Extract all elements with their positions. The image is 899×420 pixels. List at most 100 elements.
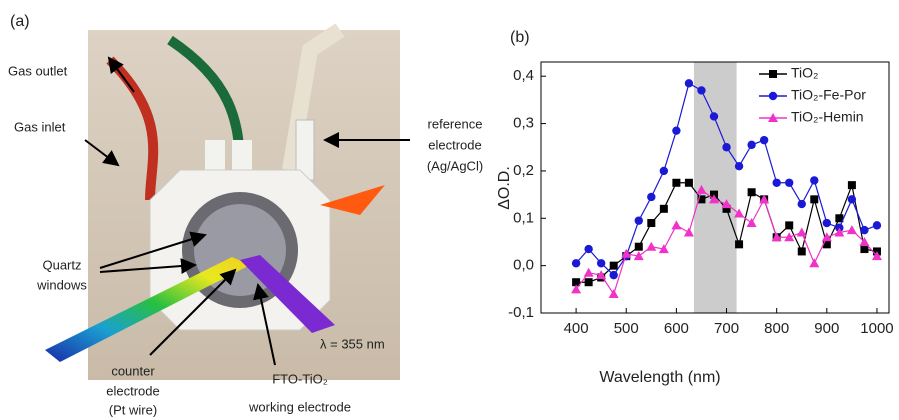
marker bbox=[621, 248, 632, 258]
annotation: (Pt wire) bbox=[109, 402, 157, 417]
marker bbox=[810, 195, 819, 204]
y-tick-label: 0,1 bbox=[513, 209, 534, 226]
marker bbox=[672, 126, 681, 135]
annotation: Quartz bbox=[42, 257, 81, 272]
marker bbox=[671, 220, 682, 230]
y-tick-label: -0,1 bbox=[508, 304, 534, 321]
marker bbox=[734, 161, 744, 171]
annotation: working electrode bbox=[248, 399, 351, 414]
annotation: Gas inlet bbox=[14, 119, 66, 134]
marker bbox=[697, 195, 706, 204]
marker bbox=[822, 240, 831, 249]
y-tick-label: 0,0 bbox=[513, 257, 534, 274]
marker bbox=[810, 176, 819, 185]
x-tick-label: 900 bbox=[814, 320, 839, 337]
x-axis-title: Wavelength (nm) bbox=[599, 369, 720, 386]
marker bbox=[633, 251, 644, 261]
x-tick-label: 600 bbox=[664, 320, 689, 337]
annotation: reference bbox=[428, 116, 483, 131]
marker bbox=[871, 251, 882, 261]
marker bbox=[659, 166, 669, 176]
legend-label: TiO₂ bbox=[791, 65, 818, 81]
marker bbox=[608, 289, 619, 299]
marker bbox=[572, 278, 581, 287]
marker bbox=[684, 178, 693, 187]
marker bbox=[658, 244, 669, 254]
panel-label: (b) bbox=[510, 29, 530, 46]
x-tick-label: 500 bbox=[614, 320, 639, 337]
x-tick-label: 800 bbox=[764, 320, 789, 337]
marker bbox=[784, 232, 795, 242]
marker bbox=[734, 208, 745, 218]
marker bbox=[771, 232, 782, 242]
photo bbox=[45, 23, 410, 380]
marker bbox=[797, 247, 806, 256]
marker bbox=[860, 245, 869, 254]
marker bbox=[596, 270, 607, 280]
y-tick-label: 0,4 bbox=[513, 67, 534, 84]
marker bbox=[772, 178, 781, 187]
marker bbox=[722, 204, 731, 213]
marker bbox=[646, 241, 657, 251]
marker bbox=[584, 244, 593, 254]
marker bbox=[747, 140, 756, 150]
marker bbox=[759, 194, 770, 204]
marker bbox=[634, 242, 643, 251]
annotation: windows bbox=[36, 277, 87, 292]
y-tick-label: 0,2 bbox=[513, 162, 534, 179]
marker bbox=[759, 135, 769, 145]
marker bbox=[785, 221, 794, 230]
marker bbox=[696, 184, 707, 194]
annotation: electrode bbox=[428, 137, 481, 152]
marker bbox=[746, 218, 757, 228]
marker bbox=[659, 204, 668, 213]
marker bbox=[822, 218, 832, 228]
marker bbox=[860, 225, 869, 235]
marker bbox=[647, 219, 656, 228]
marker bbox=[821, 232, 832, 242]
marker bbox=[583, 267, 594, 277]
marker bbox=[735, 240, 744, 249]
marker bbox=[634, 216, 643, 225]
marker bbox=[859, 236, 870, 246]
marker bbox=[846, 225, 857, 235]
legend-label: TiO₂-Fe-Por bbox=[791, 87, 866, 103]
marker bbox=[872, 221, 882, 230]
marker bbox=[785, 178, 794, 187]
panel-label: (a) bbox=[10, 13, 30, 30]
marker bbox=[835, 214, 844, 223]
marker bbox=[847, 181, 856, 190]
marker bbox=[697, 86, 706, 95]
annotation: electrode bbox=[106, 383, 159, 398]
marker bbox=[708, 194, 719, 204]
marker bbox=[683, 227, 694, 237]
annotation: λ = 355 nm bbox=[320, 336, 385, 351]
legend-label: TiO₂-Hemin bbox=[791, 109, 864, 125]
marker bbox=[797, 199, 806, 209]
marker bbox=[722, 143, 731, 152]
marker bbox=[768, 113, 778, 122]
marker bbox=[747, 188, 756, 197]
annotation: counter bbox=[111, 363, 155, 378]
x-tick-label: 1000 bbox=[860, 320, 893, 337]
marker bbox=[768, 91, 778, 101]
x-tick-label: 700 bbox=[714, 320, 739, 337]
y-axis-title: ΔO.D. bbox=[496, 166, 513, 210]
plot-frame bbox=[540, 61, 890, 314]
annotation: FTO-TiO₂ bbox=[272, 371, 328, 386]
marker bbox=[709, 112, 719, 121]
marker bbox=[647, 192, 656, 202]
marker bbox=[809, 258, 820, 268]
marker bbox=[847, 195, 857, 204]
marker bbox=[684, 79, 694, 88]
marker bbox=[596, 259, 606, 268]
marker bbox=[834, 227, 845, 237]
x-tick-label: 400 bbox=[564, 320, 589, 337]
marker bbox=[609, 270, 618, 280]
marker bbox=[609, 261, 618, 270]
marker bbox=[571, 259, 581, 268]
annotation: (Ag/AgCl) bbox=[427, 158, 483, 173]
annotation: Gas outlet bbox=[8, 63, 68, 78]
marker bbox=[721, 199, 732, 209]
marker bbox=[571, 284, 582, 294]
